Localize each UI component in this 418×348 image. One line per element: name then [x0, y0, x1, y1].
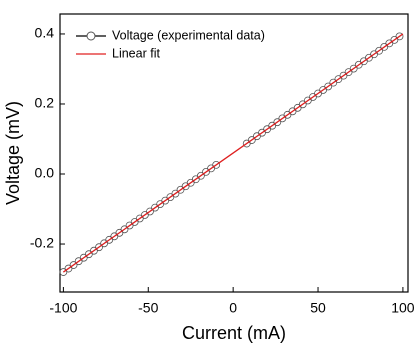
x-tick-label: 50 [310, 300, 326, 316]
data-point [349, 64, 358, 73]
data-point [196, 171, 205, 180]
data-point [375, 46, 384, 55]
y-tick-label: -0.2 [30, 235, 54, 251]
plot-frame [59, 13, 409, 293]
legend-label: Voltage (experimental data) [112, 28, 265, 42]
data-point [120, 225, 129, 234]
data-point [247, 136, 256, 144]
data-point [395, 32, 404, 41]
x-tick-label: 100 [391, 300, 415, 316]
x-tick-label: -100 [49, 300, 77, 316]
data-point [212, 161, 221, 169]
data-point [324, 82, 333, 91]
fit-line [63, 33, 404, 273]
y-tick-label: 0.4 [35, 25, 55, 41]
data-point [273, 118, 282, 127]
legend-marker [86, 31, 96, 41]
legend-label: Linear fit [112, 46, 160, 60]
y-tick-label: 0.0 [35, 165, 55, 181]
y-tick-label: 0.2 [35, 95, 55, 111]
x-axis-label: Current (mA) [182, 323, 286, 343]
data-point [95, 243, 103, 252]
data-point [146, 207, 154, 216]
data-point [298, 100, 307, 109]
data-point [171, 189, 180, 198]
y-axis-label: Voltage (mV) [3, 101, 23, 205]
x-tick-label: 0 [229, 300, 237, 316]
x-tick-label: -50 [138, 300, 158, 316]
data-point [69, 261, 78, 269]
